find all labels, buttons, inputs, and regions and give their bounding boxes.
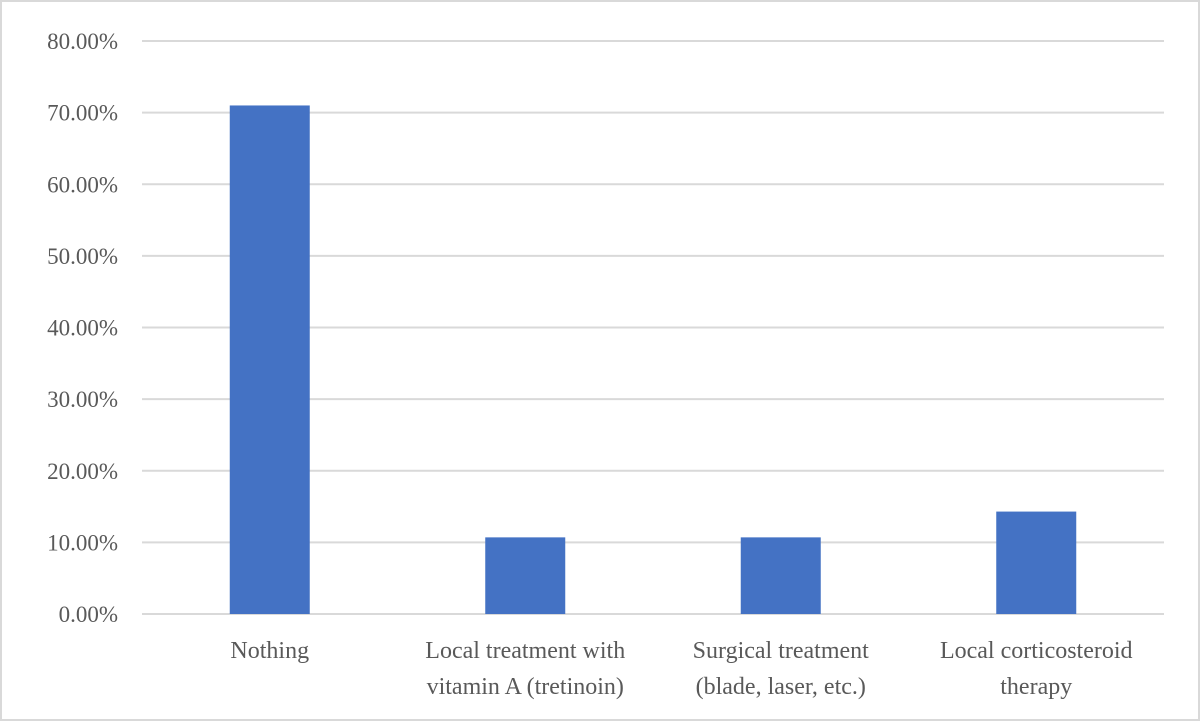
y-tick-label: 40.00% — [47, 316, 118, 341]
x-category-label-line: Local corticosteroid — [940, 638, 1133, 664]
bar — [996, 511, 1077, 614]
y-tick-label: 70.00% — [47, 101, 118, 126]
x-category-label: Local corticosteroid therapy — [940, 638, 1133, 700]
x-category-label-line: Surgical treatment — [693, 638, 870, 664]
x-category-label: Nothing — [230, 638, 309, 664]
bar — [229, 105, 310, 615]
y-tick-label: 30.00% — [47, 387, 118, 412]
x-category-label-line: vitamin A (tretinoin) — [427, 674, 624, 700]
x-category-label-line: Nothing — [230, 638, 309, 664]
gridlines — [142, 40, 1164, 615]
bar — [740, 537, 821, 614]
y-tick-label: 10.00% — [47, 530, 118, 555]
y-tick-label: 80.00% — [47, 29, 118, 54]
bars — [229, 105, 1077, 615]
y-tick-label: 50.00% — [47, 244, 118, 269]
x-category-label-line: (blade, laser, etc.) — [696, 674, 866, 700]
x-category-label-line: therapy — [1000, 674, 1072, 700]
bar — [485, 537, 566, 614]
x-category-label-line: Local treatment with — [425, 638, 625, 664]
x-axis-categories: Nothing Local treatment with vitamin A (tr… — [230, 638, 1132, 700]
y-tick-label: 60.00% — [47, 172, 118, 197]
x-category-label: Local treatment with vitamin A (tretinoin… — [425, 638, 625, 700]
y-tick-label: 0.00% — [59, 602, 118, 627]
y-tick-label: 20.00% — [47, 459, 118, 484]
y-axis-ticks: 0.00% 10.00% 20.00% 30.00% 40.00% 50.00% 60.00… — [47, 29, 118, 627]
x-category-label: Surgical treatment (blade, laser, etc.) — [693, 638, 870, 700]
